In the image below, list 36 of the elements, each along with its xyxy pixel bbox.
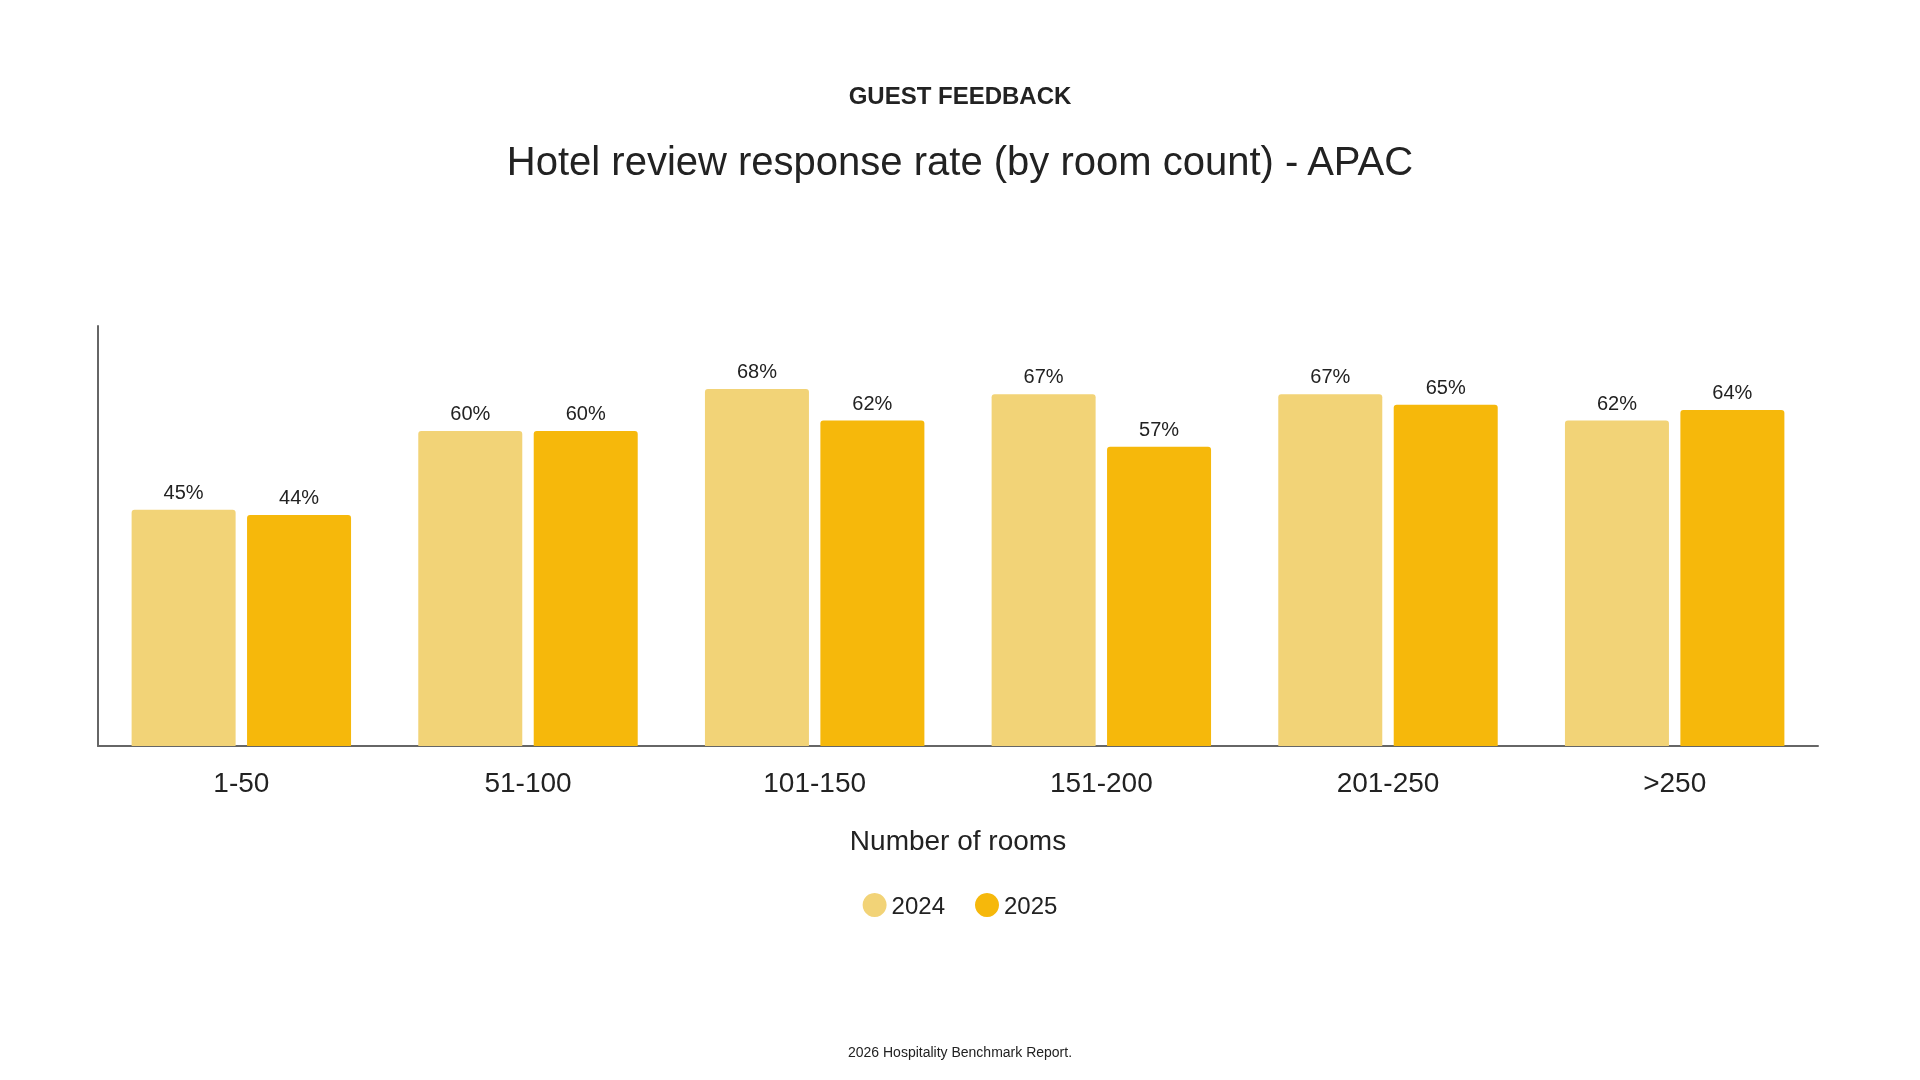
- bar: [1107, 446, 1212, 746]
- bar: [991, 394, 1096, 746]
- bar: [533, 431, 638, 746]
- bar: [820, 420, 925, 746]
- x-tick-label: 1-50: [213, 766, 270, 798]
- data-label: 68%: [736, 360, 778, 382]
- data-label: 67%: [1310, 365, 1351, 388]
- text: 2026 Hospitality Benchmark Report.: [847, 1044, 1073, 1060]
- data-label: 67%: [1023, 365, 1064, 388]
- x-tick-label: 101-150: [763, 766, 867, 798]
- legend-label: 2025: [1004, 891, 1058, 919]
- bar: [1278, 394, 1383, 746]
- data-label: 62%: [1596, 391, 1638, 414]
- bar: [1393, 404, 1498, 746]
- chart-title: Hotel review response rate (by room count) - APAC: [506, 139, 1414, 183]
- bar: [247, 515, 352, 746]
- bar: [418, 431, 523, 746]
- data-label: 45%: [163, 480, 204, 503]
- bar: [131, 509, 236, 746]
- data-label: 60%: [565, 402, 606, 424]
- chart-subtitle: GUEST FEEDBACK: [848, 81, 1072, 109]
- bar: [1564, 420, 1669, 746]
- data-label: 44%: [279, 486, 320, 508]
- legend-label: 2024: [891, 891, 945, 919]
- data-label: 62%: [852, 391, 893, 414]
- x-axis-title: Number of rooms: [849, 824, 1067, 856]
- data-label: 65%: [1425, 375, 1466, 398]
- data-label: 57%: [1139, 417, 1180, 440]
- data-label: 60%: [450, 402, 491, 424]
- x-tick-label: 51-100: [484, 766, 572, 798]
- bar: [704, 389, 809, 746]
- x-tick-label: 151-200: [1049, 766, 1153, 798]
- x-tick-label: 201-250: [1336, 766, 1440, 798]
- x-tick-label: >250: [1643, 766, 1707, 798]
- data-label: 64%: [1712, 381, 1753, 403]
- bar: [1680, 410, 1785, 746]
